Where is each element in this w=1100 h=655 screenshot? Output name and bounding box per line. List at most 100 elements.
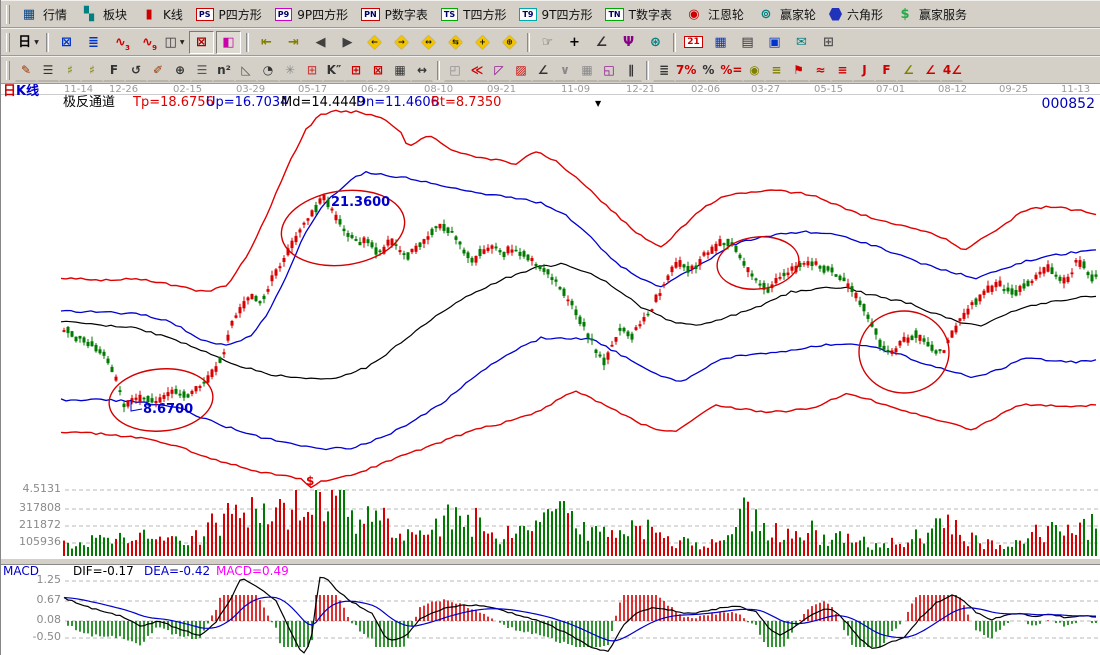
- web-grid-tool-button[interactable]: ⊞: [301, 58, 323, 82]
- parallel-lines-tool-button[interactable]: ∥: [620, 58, 642, 82]
- pn-badge-icon: PN: [361, 7, 380, 21]
- comb-ruler-tool-button[interactable]: ☰: [37, 58, 59, 82]
- marker-pen-tool-button[interactable]: ✐: [147, 58, 169, 82]
- menu-t-square[interactable]: TS T四方形: [436, 3, 515, 26]
- f-gauge-tool-button[interactable]: F: [103, 58, 125, 82]
- calendar-button[interactable]: 21: [681, 30, 706, 54]
- save-button[interactable]: ▣: [762, 30, 787, 54]
- gold-line-red-tool-button[interactable]: ≡: [831, 58, 854, 82]
- angle-measure-button[interactable]: ∠: [589, 30, 614, 54]
- menu-winner-service-label: 赢家服务: [919, 7, 968, 22]
- wave-band-tool-button[interactable]: ≈: [809, 58, 832, 82]
- report-button[interactable]: ▤: [735, 30, 760, 54]
- hand-tool-button[interactable]: ☞: [535, 30, 560, 54]
- chart-canvas[interactable]: [1, 84, 1100, 655]
- matrix-button[interactable]: ▦: [708, 30, 733, 54]
- workstation-button[interactable]: ⊞: [816, 30, 841, 54]
- angle-fan-tool-button[interactable]: ∠: [532, 58, 554, 82]
- pane-splitter[interactable]: [1, 558, 1100, 565]
- k-note-tool-button-icon: K″: [326, 62, 342, 77]
- menu-quotes[interactable]: ▦ 行情: [15, 3, 75, 26]
- toolbar-grip[interactable]: [6, 60, 10, 80]
- first-page-button[interactable]: ⇤: [254, 30, 279, 54]
- check-wave-tool-button[interactable]: ∨: [554, 58, 576, 82]
- channel-toggle-button[interactable]: ⊠: [189, 30, 214, 54]
- menu-t-table[interactable]: TN T数字表: [600, 3, 680, 26]
- candle-style-button[interactable]: ◫ ▼: [162, 30, 187, 54]
- reset-view-button[interactable]: ◆ ⊕: [497, 30, 522, 54]
- menu-kline[interactable]: ▮ K线: [135, 3, 191, 26]
- menu-p-table[interactable]: PN P数字表: [356, 3, 436, 26]
- fan-grid-tool-button[interactable]: ▨: [510, 58, 532, 82]
- j-angle-tool-button[interactable]: J: [853, 58, 876, 82]
- dot-grid-tool-button[interactable]: ▦: [576, 58, 598, 82]
- gann-circle-tool-button[interactable]: ⊕: [169, 58, 191, 82]
- dollar-icon: $: [900, 6, 910, 22]
- web-mail-button[interactable]: ✉: [789, 30, 814, 54]
- gold-angle-tool-button[interactable]: ∠: [897, 58, 920, 82]
- corner-grid-tool-button[interactable]: ◱: [598, 58, 620, 82]
- menu-9p-square[interactable]: P9 9P四方形: [270, 3, 356, 26]
- menu-9p-square-label: 9P四方形: [297, 7, 349, 22]
- menu-winner-wheel[interactable]: ⊚ 赢家轮: [752, 3, 824, 26]
- compass-tool-button[interactable]: ◔: [257, 58, 279, 82]
- toolbar-grip[interactable]: [6, 32, 10, 52]
- swap-view-button[interactable]: ◆ ⇆: [443, 30, 468, 54]
- n-square-tool-button[interactable]: n²: [213, 58, 235, 82]
- menu-9t-square[interactable]: T9 9T四方形: [514, 3, 600, 26]
- gold-gauge-tool-button-icon: ♯: [67, 62, 73, 77]
- wave-3-button[interactable]: ∿ 3: [108, 30, 133, 54]
- zoom-in-button[interactable]: ◆ +: [470, 30, 495, 54]
- flag-pen-tool-button[interactable]: ⚑: [787, 58, 810, 82]
- ying-grid-tool-button[interactable]: ⊠: [367, 58, 389, 82]
- pan-left-button[interactable]: ◆ ←: [362, 30, 387, 54]
- zoom-out-button[interactable]: ◆ ↔: [416, 30, 441, 54]
- menu-p-square[interactable]: PS P四方形: [191, 3, 270, 26]
- y-axis-tick: 0.67: [36, 593, 62, 606]
- pencil-tool-button[interactable]: ✎: [15, 58, 37, 82]
- shen-grid-tool-button-icon: ⊞: [350, 62, 362, 77]
- gold-level-tool-button[interactable]: ≡: [765, 58, 788, 82]
- grid-ruler-tool-button[interactable]: ☰: [191, 58, 213, 82]
- star-web-tool-button[interactable]: ✳: [279, 58, 301, 82]
- menu-hexagon[interactable]: 六角形: [824, 3, 891, 26]
- web-tool-button[interactable]: ⊛: [643, 30, 668, 54]
- box-handle-tool-button[interactable]: ◰: [444, 58, 466, 82]
- pan-right-button[interactable]: ◆ →: [389, 30, 414, 54]
- menu-blocks[interactable]: ▚ 板块: [75, 3, 135, 26]
- zone-view-button[interactable]: ⊠: [54, 30, 79, 54]
- toolbar-grip[interactable]: [6, 4, 10, 24]
- wave-9-button[interactable]: ∿ 9: [135, 30, 160, 54]
- angle-ruler-tool-button[interactable]: ◺: [235, 58, 257, 82]
- prev-bar-button[interactable]: ◀: [308, 30, 333, 54]
- fan-box-tool-button[interactable]: ◸: [488, 58, 510, 82]
- dropdown-arrow-icon: ▼: [179, 38, 185, 46]
- percent-line-tool-button[interactable]: %=: [719, 58, 744, 82]
- menu-winner-service[interactable]: $ 赢家服务: [891, 3, 975, 26]
- color-chart-toggle-button[interactable]: ◧: [216, 30, 241, 54]
- f-angle-tool-button[interactable]: F: [875, 58, 898, 82]
- menu-gann-wheel[interactable]: ◉ 江恩轮: [680, 3, 752, 26]
- x-axis-date: 08-10: [424, 84, 454, 95]
- k-note-tool-button[interactable]: K″: [323, 58, 345, 82]
- gann-shape-button[interactable]: Ψ: [616, 30, 641, 54]
- gold-gauge-tool-button[interactable]: ♯: [59, 58, 81, 82]
- shen-angle-tool-button[interactable]: ∠: [919, 58, 942, 82]
- percent-tool-button[interactable]: %: [697, 58, 720, 82]
- number-grid-tool-button[interactable]: ▦: [389, 58, 411, 82]
- crosshair-tool-button[interactable]: +: [562, 30, 587, 54]
- fan-lines-tool-button[interactable]: ≪: [466, 58, 488, 82]
- gold-circle-tool-button[interactable]: ◉: [743, 58, 766, 82]
- next-bar-button[interactable]: ▶: [335, 30, 360, 54]
- percent-wave-tool-button[interactable]: 7%: [675, 58, 698, 82]
- span-measure-tool-button-icon: ↔: [416, 62, 428, 77]
- gold-gauge2-tool-button[interactable]: ♯: [81, 58, 103, 82]
- span-measure-tool-button[interactable]: ↔: [411, 58, 433, 82]
- last-page-button[interactable]: ⇥: [281, 30, 306, 54]
- info-panel-button[interactable]: ≣: [81, 30, 106, 54]
- column-stat-tool-button[interactable]: ≣: [653, 58, 675, 82]
- spiral-gauge-tool-button[interactable]: ↺: [125, 58, 147, 82]
- si-angle-tool-button[interactable]: 4∠: [941, 58, 964, 82]
- period-day-button[interactable]: 日 ▼: [16, 30, 41, 54]
- shen-grid-tool-button[interactable]: ⊞: [345, 58, 367, 82]
